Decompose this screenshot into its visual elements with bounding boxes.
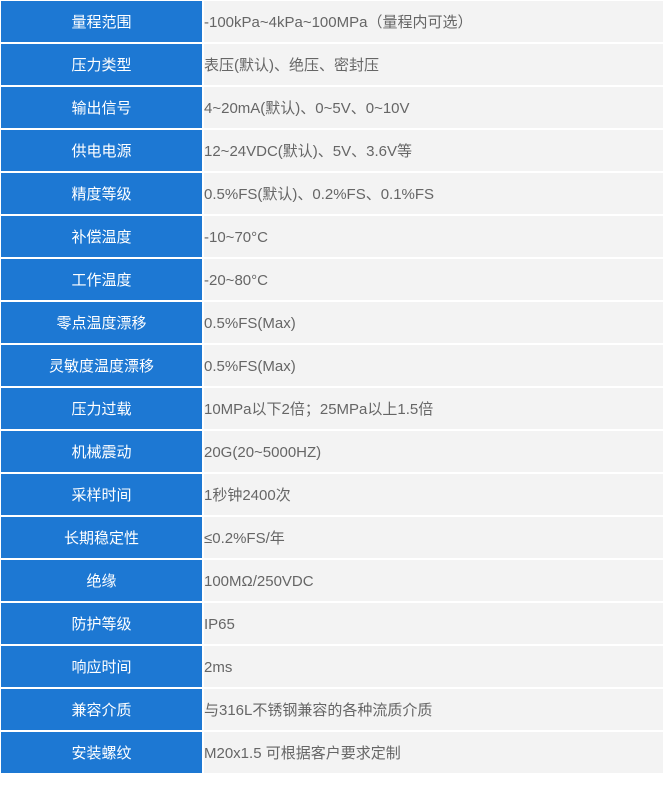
- table-row: 量程范围-100kPa~4kPa~100MPa（量程内可选）: [0, 0, 664, 43]
- spec-label: 安装螺纹: [0, 731, 203, 774]
- spec-label: 输出信号: [0, 86, 203, 129]
- table-row: 绝缘100MΩ/250VDC: [0, 559, 664, 602]
- spec-value: 0.5%FS(默认)、0.2%FS、0.1%FS: [203, 172, 664, 215]
- spec-label: 精度等级: [0, 172, 203, 215]
- table-row: 工作温度-20~80°C: [0, 258, 664, 301]
- spec-value: IP65: [203, 602, 664, 645]
- spec-label: 供电电源: [0, 129, 203, 172]
- table-row: 防护等级IP65: [0, 602, 664, 645]
- table-row: 补偿温度-10~70°C: [0, 215, 664, 258]
- spec-value: 20G(20~5000HZ): [203, 430, 664, 473]
- spec-label: 灵敏度温度漂移: [0, 344, 203, 387]
- spec-value: 2ms: [203, 645, 664, 688]
- spec-value: 与316L不锈钢兼容的各种流质介质: [203, 688, 664, 731]
- table-row: 压力类型表压(默认)、绝压、密封压: [0, 43, 664, 86]
- table-row: 精度等级0.5%FS(默认)、0.2%FS、0.1%FS: [0, 172, 664, 215]
- spec-value: ≤0.2%FS/年: [203, 516, 664, 559]
- spec-value: 4~20mA(默认)、0~5V、0~10V: [203, 86, 664, 129]
- table-body: 量程范围-100kPa~4kPa~100MPa（量程内可选）压力类型表压(默认)…: [0, 0, 664, 774]
- spec-label: 工作温度: [0, 258, 203, 301]
- table-row: 输出信号4~20mA(默认)、0~5V、0~10V: [0, 86, 664, 129]
- specifications-table: 量程范围-100kPa~4kPa~100MPa（量程内可选）压力类型表压(默认)…: [0, 0, 664, 774]
- table-row: 兼容介质与316L不锈钢兼容的各种流质介质: [0, 688, 664, 731]
- spec-label: 零点温度漂移: [0, 301, 203, 344]
- spec-value: -20~80°C: [203, 258, 664, 301]
- table-row: 灵敏度温度漂移0.5%FS(Max): [0, 344, 664, 387]
- spec-label: 采样时间: [0, 473, 203, 516]
- table-row: 供电电源12~24VDC(默认)、5V、3.6V等: [0, 129, 664, 172]
- spec-label: 长期稳定性: [0, 516, 203, 559]
- table-row: 安装螺纹M20x1.5 可根据客户要求定制: [0, 731, 664, 774]
- spec-value: -100kPa~4kPa~100MPa（量程内可选）: [203, 0, 664, 43]
- spec-label: 量程范围: [0, 0, 203, 43]
- spec-label: 机械震动: [0, 430, 203, 473]
- spec-label: 绝缘: [0, 559, 203, 602]
- spec-label: 压力过载: [0, 387, 203, 430]
- table-row: 长期稳定性≤0.2%FS/年: [0, 516, 664, 559]
- table-row: 压力过载10MPa以下2倍；25MPa以上1.5倍: [0, 387, 664, 430]
- spec-value: 1秒钟2400次: [203, 473, 664, 516]
- spec-label: 压力类型: [0, 43, 203, 86]
- spec-value: 0.5%FS(Max): [203, 344, 664, 387]
- spec-value: 表压(默认)、绝压、密封压: [203, 43, 664, 86]
- spec-value: M20x1.5 可根据客户要求定制: [203, 731, 664, 774]
- spec-label: 防护等级: [0, 602, 203, 645]
- spec-value: 100MΩ/250VDC: [203, 559, 664, 602]
- spec-label: 响应时间: [0, 645, 203, 688]
- table-row: 响应时间2ms: [0, 645, 664, 688]
- spec-label: 补偿温度: [0, 215, 203, 258]
- table-row: 采样时间1秒钟2400次: [0, 473, 664, 516]
- spec-value: 12~24VDC(默认)、5V、3.6V等: [203, 129, 664, 172]
- spec-value: -10~70°C: [203, 215, 664, 258]
- spec-value: 0.5%FS(Max): [203, 301, 664, 344]
- table-row: 零点温度漂移0.5%FS(Max): [0, 301, 664, 344]
- spec-value: 10MPa以下2倍；25MPa以上1.5倍: [203, 387, 664, 430]
- spec-label: 兼容介质: [0, 688, 203, 731]
- table-row: 机械震动20G(20~5000HZ): [0, 430, 664, 473]
